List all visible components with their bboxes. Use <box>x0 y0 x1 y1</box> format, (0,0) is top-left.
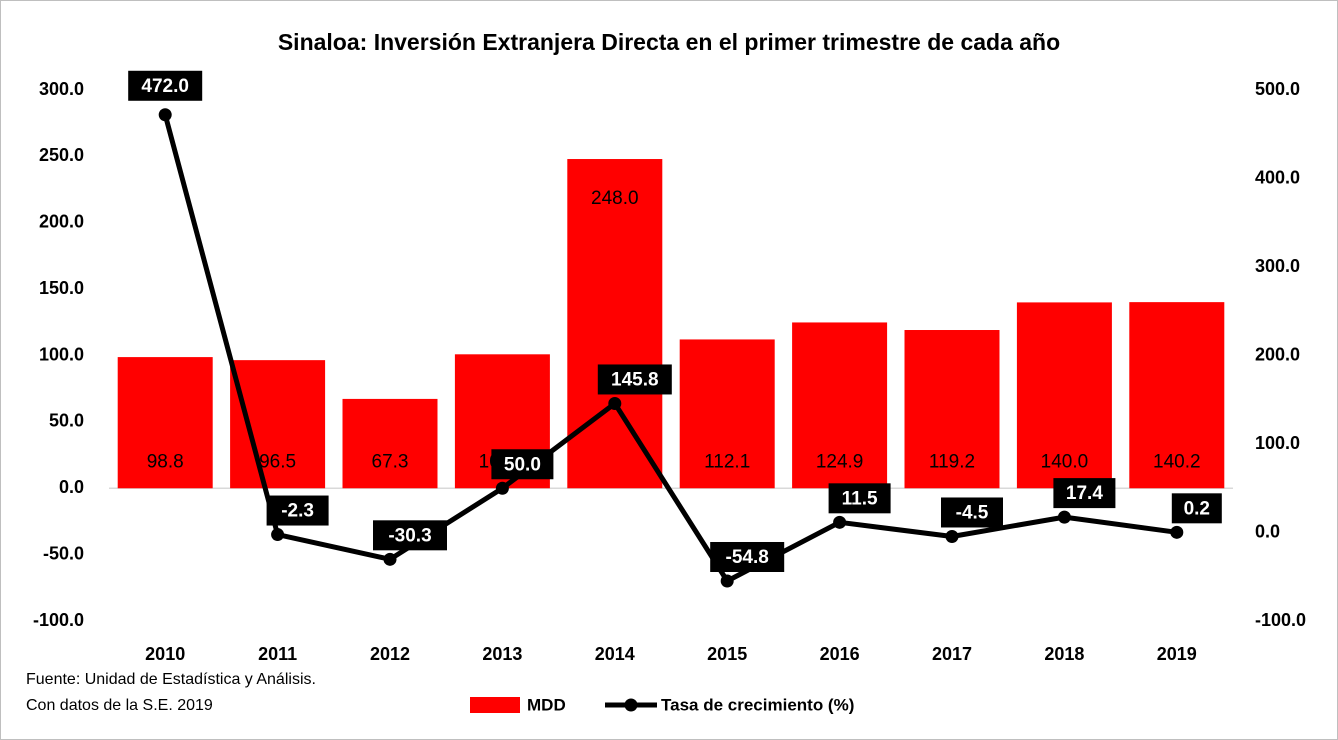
line-label-box <box>1171 493 1222 524</box>
line-label-box <box>266 495 329 526</box>
bar-value-label: 140.2 <box>1153 451 1201 472</box>
line-value-label: 17.4 <box>1066 483 1103 504</box>
line-label-box <box>491 449 554 480</box>
line-value-label: 472.0 <box>141 76 189 97</box>
bar <box>1129 302 1225 489</box>
legend-label: MDD <box>527 695 566 714</box>
x-tick-label: 2011 <box>258 644 297 664</box>
line-value-label: 0.2 <box>1184 498 1210 519</box>
y2-tick-label: 200.0 <box>1255 344 1300 364</box>
legend-swatch <box>470 697 520 713</box>
y-tick-label: 0.0 <box>59 477 84 497</box>
y2-tick-label: -100.0 <box>1255 610 1306 630</box>
line-marker <box>1057 510 1071 524</box>
line-marker <box>833 515 847 529</box>
source-note: Con datos de la S.E. 2019 <box>26 697 213 714</box>
bar <box>567 159 663 489</box>
bar-value-label: 248.0 <box>591 188 639 209</box>
x-tick-label: 2015 <box>707 644 747 664</box>
bar <box>117 357 213 489</box>
y-tick-label: -50.0 <box>43 543 84 563</box>
line-value-label: -54.8 <box>726 547 769 568</box>
line-label-box <box>828 483 891 514</box>
bar-value-label: 96.5 <box>259 451 296 472</box>
bar-value-label: 112.1 <box>704 451 750 472</box>
y2-tick-label: 100.0 <box>1255 433 1300 453</box>
line-marker <box>608 396 622 410</box>
bar <box>904 330 1000 489</box>
x-tick-label: 2010 <box>145 644 185 664</box>
x-tick-label: 2014 <box>595 644 635 664</box>
line-value-label: -2.3 <box>281 501 314 522</box>
line-label-box <box>1053 478 1116 509</box>
line-label-box <box>941 497 1003 528</box>
line-label-box <box>597 364 672 395</box>
y-tick-label: -100.0 <box>33 610 84 630</box>
line-marker <box>271 528 285 542</box>
line-marker <box>945 529 959 543</box>
y2-tick-label: 500.0 <box>1255 79 1300 99</box>
y-tick-label: 50.0 <box>49 411 84 431</box>
bar-value-label: 119.2 <box>929 451 975 472</box>
x-tick-label: 2017 <box>932 644 972 664</box>
y-tick-label: 200.0 <box>39 212 84 232</box>
legend-label: Tasa de crecimiento (%) <box>661 695 854 714</box>
bar-value-label: 98.8 <box>147 451 184 472</box>
bar <box>792 322 888 489</box>
x-tick-label: 2013 <box>482 644 522 664</box>
line-marker <box>383 552 397 566</box>
line-value-label: 11.5 <box>842 488 878 509</box>
line-value-label: 50.0 <box>504 454 541 475</box>
legend-marker <box>624 698 638 712</box>
bar <box>1016 302 1112 489</box>
bar <box>679 339 775 489</box>
line-marker <box>495 481 509 495</box>
bar-value-label: 124.9 <box>816 451 864 472</box>
line-label-box <box>373 520 447 551</box>
source-note: Fuente: Unidad de Estadística y Análisis… <box>26 671 316 688</box>
y2-tick-label: 400.0 <box>1255 167 1300 187</box>
y-tick-label: 300.0 <box>39 79 84 99</box>
line-marker <box>158 108 172 122</box>
y-tick-label: 250.0 <box>39 145 84 165</box>
line-value-label: 145.8 <box>611 369 659 390</box>
y-tick-label: 150.0 <box>39 278 84 298</box>
bar-value-label: 67.3 <box>372 451 409 472</box>
line-label-box <box>128 70 203 101</box>
y2-tick-label: 0.0 <box>1255 521 1280 541</box>
line-marker <box>720 574 734 588</box>
line <box>162 114 1178 584</box>
y-tick-label: 100.0 <box>39 344 84 364</box>
line-value-label: -30.3 <box>388 525 431 546</box>
bar-value-label: 140.0 <box>1041 451 1089 472</box>
bar <box>342 398 438 489</box>
line-label-box <box>710 541 785 572</box>
x-tick-label: 2018 <box>1044 644 1084 664</box>
x-tick-label: 2019 <box>1157 644 1197 664</box>
chart-title: Sinaloa: Inversión Extranjera Directa en… <box>278 29 1060 55</box>
line-marker <box>1170 525 1184 539</box>
x-tick-label: 2016 <box>820 644 860 664</box>
line-value-label: -4.5 <box>956 502 989 523</box>
y2-tick-label: 300.0 <box>1255 256 1300 276</box>
x-tick-label: 2012 <box>370 644 410 664</box>
